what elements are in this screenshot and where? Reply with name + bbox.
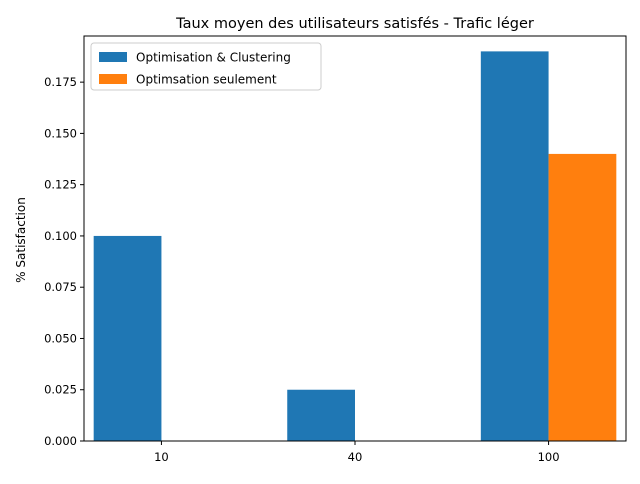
legend-box	[90, 42, 322, 91]
bar-series-1-cat-10	[93, 235, 162, 441]
y-tick-label: 0.100	[44, 229, 77, 243]
y-tick-label: 0.125	[44, 178, 77, 192]
y-tick-label: 0.075	[44, 280, 77, 294]
x-tick-label: 100	[538, 450, 560, 464]
legend: Optimisation & Clustering Optimsation seu…	[90, 42, 322, 91]
y-tick-label: 0.050	[44, 331, 77, 345]
x-tick-label: 10	[154, 450, 169, 464]
x-tick-label: 40	[348, 450, 363, 464]
bar-series-1-cat-40	[287, 389, 355, 441]
bar-series-1-cat-100	[480, 51, 549, 441]
bar-series-2-cat-100	[548, 153, 617, 442]
y-axis-label: % Satisfaction	[14, 197, 28, 283]
y-tick-label: 0.150	[44, 126, 77, 140]
legend-swatch	[99, 74, 127, 84]
y-tick-label: 0.000	[44, 434, 77, 448]
legend-label: Optimisation & Clustering	[136, 51, 291, 65]
y-tick-label: 0.025	[44, 383, 77, 397]
y-tick-label: 0.175	[44, 75, 77, 89]
bars-layer	[93, 51, 617, 442]
legend-label: Optimsation seulement	[136, 73, 277, 87]
axes-layer: 0.000 0.025 0.050 0.075 0.100 0.125 0.150 0.175…	[44, 35, 627, 464]
legend-swatch	[99, 52, 127, 62]
chart-title: Taux moyen des utilisateurs satisfés - T…	[175, 16, 534, 32]
